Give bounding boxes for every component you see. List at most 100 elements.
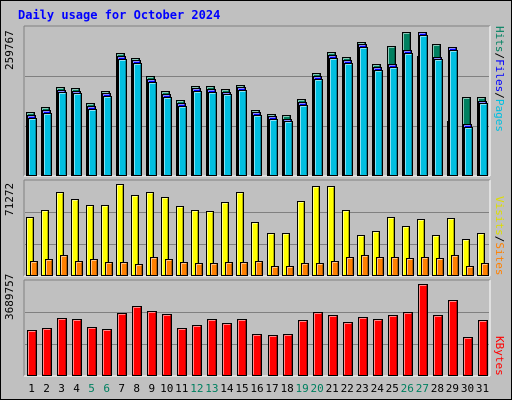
sites-bar — [90, 259, 98, 276]
pages-bar — [163, 97, 172, 176]
x-tick-label: 23 — [356, 382, 369, 395]
x-tick-label: 4 — [73, 382, 80, 395]
legend-pages-files-hits: Hits/Files/Pages — [493, 26, 506, 132]
sites-bar — [165, 259, 173, 276]
x-tick-labels: 1 2 3 4 5 6 7 8 9 10 11 12 13 14 15 16 17 18 19 20 21 22 23 24 2… — [28, 382, 489, 395]
kbytes-bar — [283, 334, 293, 376]
kbytes-bar — [358, 317, 368, 376]
sites-bar — [331, 261, 339, 276]
sites-bar — [391, 257, 399, 276]
pages-bar — [118, 59, 127, 176]
legend-kbytes: KBytes — [493, 336, 506, 376]
x-tick-label: 31 — [476, 382, 489, 395]
sites-bar — [30, 261, 38, 276]
pages-bar — [284, 121, 293, 176]
pages-bar — [359, 47, 368, 176]
visits-bar — [236, 192, 244, 276]
sites-bar — [210, 263, 218, 276]
pages-bar — [374, 70, 383, 176]
kbytes-bar — [313, 312, 323, 376]
pages-bar — [269, 119, 278, 176]
x-tick-label: 15 — [235, 382, 248, 395]
sites-bar — [421, 257, 429, 276]
kbytes-bar — [207, 319, 217, 376]
x-tick-label: 2 — [43, 382, 50, 395]
kbytes-bar — [328, 315, 338, 376]
sites-bar — [45, 259, 53, 276]
visits-bar — [131, 195, 139, 276]
sites-bar — [105, 262, 113, 276]
pages-bar — [58, 92, 67, 176]
x-tick-label: 8 — [133, 382, 140, 395]
pages-bar — [464, 127, 473, 176]
sites-bar — [406, 258, 414, 276]
x-tick-label: 26 — [401, 382, 414, 395]
kbytes-bar — [27, 330, 37, 376]
pages-bar — [314, 79, 323, 176]
x-tick-label: 22 — [341, 382, 354, 395]
legend-files: Files — [493, 59, 506, 93]
sites-bar — [135, 264, 143, 276]
kbytes-bar — [102, 329, 112, 376]
sites-bar — [316, 263, 324, 276]
x-tick-label: 29 — [446, 382, 459, 395]
kbytes-bar — [252, 334, 262, 376]
legend-pages: Pages — [493, 98, 506, 132]
x-tick-label: 16 — [250, 382, 263, 395]
pages-bar — [133, 63, 142, 176]
pages-bar — [148, 82, 157, 176]
x-tick-label: 27 — [416, 382, 429, 395]
x-tick-label: 28 — [431, 382, 444, 395]
x-tick-label: 30 — [461, 382, 474, 395]
sites-bar — [376, 257, 384, 276]
hits-ymax-label: 259767 — [3, 30, 16, 70]
pages-bar — [329, 58, 338, 176]
sites-bar — [150, 257, 158, 276]
pages-bar — [434, 59, 443, 176]
kbytes-bar — [132, 306, 142, 376]
kbytes-bar — [403, 312, 413, 376]
sites-bar — [286, 266, 294, 276]
kbytes-bar — [57, 318, 67, 376]
pages-bar — [404, 53, 413, 176]
chart-title: Daily usage for October 2024 — [18, 8, 221, 22]
pages-bar — [299, 105, 308, 176]
kbytes-bar — [343, 322, 353, 376]
x-tick-label: 24 — [371, 382, 385, 395]
pages-bar — [253, 115, 262, 176]
sites-bar — [361, 255, 369, 276]
x-tick-label: 1 — [28, 382, 35, 395]
x-tick-label: 9 — [148, 382, 155, 395]
pages-bar — [389, 67, 398, 176]
kbytes-bar — [192, 325, 202, 376]
kbytes-bar — [478, 320, 488, 376]
pages-bar — [479, 103, 488, 176]
x-tick-label: 19 — [295, 382, 308, 395]
kbytes-bar — [117, 313, 127, 376]
x-tick-label: 20 — [310, 382, 323, 395]
kbytes-bar — [388, 315, 398, 376]
kbytes-bar — [177, 328, 187, 376]
pages-bar — [238, 90, 247, 176]
sites-bar — [225, 262, 233, 276]
x-tick-label: 7 — [118, 382, 125, 395]
legend-kbytes-label: KBytes — [493, 336, 506, 376]
x-tick-label: 13 — [205, 382, 218, 395]
legend-sites: Sites — [493, 242, 506, 276]
legend-visits: Visits — [493, 196, 506, 236]
kbytes-bar — [237, 319, 247, 376]
x-tick-label: 6 — [103, 382, 110, 395]
x-tick-label: 3 — [58, 382, 65, 395]
kbytes-bar — [373, 319, 383, 376]
x-tick-label: 21 — [326, 382, 339, 395]
legend-sites-visits: Visits/Sites — [493, 196, 506, 276]
pages-bar — [344, 63, 353, 176]
sites-bar — [481, 263, 489, 276]
visits-bar — [327, 186, 335, 276]
kbytes-bar — [147, 311, 157, 376]
x-tick-label: 12 — [190, 382, 203, 395]
pages-bar — [419, 35, 428, 176]
kbytes-bar — [87, 327, 97, 376]
pages-bar — [43, 113, 52, 176]
